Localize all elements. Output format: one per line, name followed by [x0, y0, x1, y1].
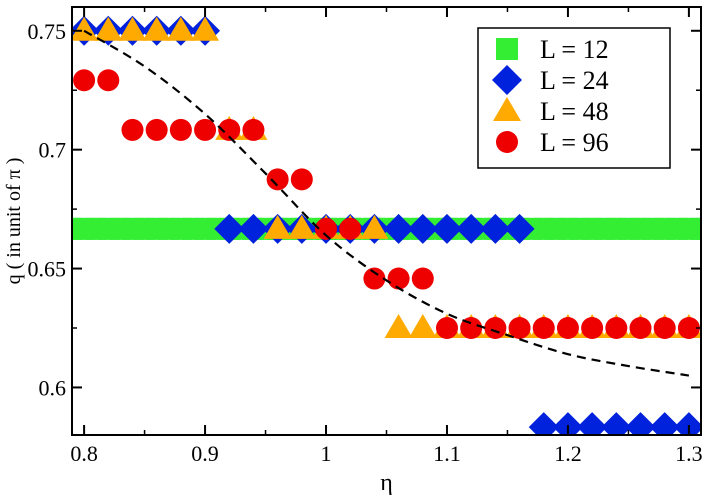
plot-frame — [71, 6, 702, 436]
data-point — [408, 314, 437, 338]
legend-marker — [492, 65, 522, 95]
data-point — [629, 317, 652, 339]
data-point — [166, 16, 195, 41]
data-point — [484, 317, 507, 339]
legend-label: L = 24 — [540, 66, 609, 95]
y-tick-label: 0.75 — [28, 19, 67, 44]
data-point — [263, 214, 292, 239]
data-point — [384, 314, 413, 338]
data-point — [508, 317, 531, 339]
data-point — [339, 217, 362, 240]
data-point — [169, 118, 192, 141]
data-point — [653, 317, 676, 339]
data-point — [214, 213, 245, 244]
data-point — [142, 16, 171, 41]
data-point — [407, 213, 438, 244]
legend-label: L = 96 — [540, 128, 609, 157]
legend-item: L = 12 — [496, 35, 609, 64]
y-tick-label: 0.6 — [39, 375, 67, 400]
fit-curve — [83, 29, 690, 377]
legend-label: L = 12 — [540, 35, 609, 64]
legend-label: L = 48 — [540, 97, 609, 126]
data-point — [287, 214, 316, 239]
data-point — [690, 217, 701, 240]
x-tick-label: 0.8 — [70, 441, 98, 466]
data-point — [145, 118, 168, 141]
series-4 — [83, 29, 690, 377]
data-point — [649, 412, 680, 435]
legend: L = 12L = 24L = 48L = 96 — [477, 27, 671, 169]
data-point — [194, 118, 217, 141]
data-point — [387, 267, 410, 290]
y-tick-label: 0.65 — [28, 257, 67, 282]
data-point — [121, 118, 144, 141]
data-point — [528, 412, 559, 435]
data-point — [601, 412, 632, 435]
data-point — [191, 16, 220, 41]
data-point — [97, 69, 120, 92]
legend-marker — [493, 97, 521, 121]
data-point — [673, 412, 701, 435]
legend-item: L = 24 — [492, 65, 609, 95]
y-axis-label: q ( in unit of π ) — [3, 158, 25, 285]
x-tick-label: 1.3 — [675, 441, 703, 466]
data-point — [411, 267, 434, 290]
data-point — [242, 118, 265, 141]
data-point — [290, 168, 313, 191]
legend-item: L = 96 — [496, 128, 609, 157]
legend-marker — [496, 38, 518, 60]
data-point — [363, 267, 386, 290]
data-point — [360, 214, 389, 239]
data-point — [456, 213, 487, 244]
data-point — [118, 16, 147, 41]
data-point — [315, 217, 338, 240]
series-3 — [73, 69, 700, 339]
x-axis-label: η — [380, 470, 393, 496]
data-point — [532, 317, 555, 339]
legend-item: L = 48 — [493, 97, 609, 126]
data-point — [677, 317, 700, 339]
x-tick-label: 1.1 — [433, 441, 461, 466]
data-point — [73, 69, 96, 92]
data-point — [556, 317, 579, 339]
x-tick-label: 1 — [321, 441, 332, 466]
data-point — [577, 412, 608, 435]
series-layer — [72, 15, 701, 435]
data-point — [460, 317, 483, 339]
x-tick-label: 1.2 — [554, 441, 582, 466]
data-point — [383, 213, 414, 244]
data-point — [94, 16, 123, 41]
data-point — [625, 412, 656, 435]
data-point — [552, 412, 583, 435]
x-tick-label: 0.9 — [191, 441, 219, 466]
data-point — [238, 213, 269, 244]
data-point — [266, 168, 289, 191]
data-point — [431, 213, 462, 244]
data-point — [504, 213, 535, 244]
y-tick-label: 0.7 — [39, 138, 67, 163]
data-point — [480, 213, 511, 244]
data-point — [605, 317, 628, 339]
legend-marker — [496, 131, 518, 153]
data-point — [581, 317, 604, 339]
data-point — [218, 118, 241, 141]
data-point — [435, 317, 458, 339]
